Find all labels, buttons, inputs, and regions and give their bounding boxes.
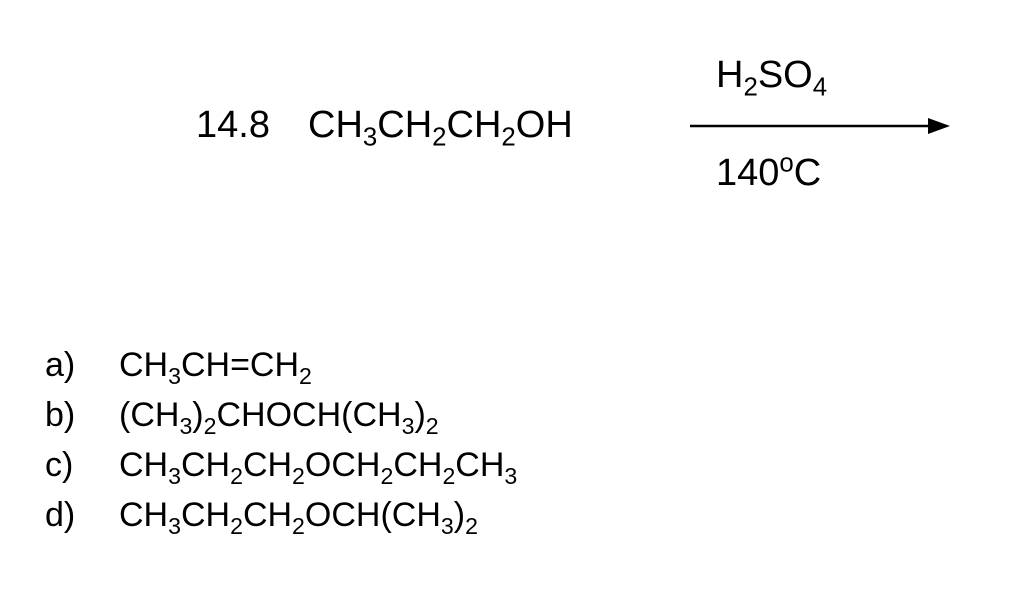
subscript: 2 <box>292 513 305 539</box>
formula-text: OCH <box>305 446 381 484</box>
superscript: o <box>779 149 793 177</box>
formula-text: SO <box>758 54 813 96</box>
formula-text: CH <box>119 346 168 384</box>
option-label: c) <box>45 440 119 490</box>
subscript: 2 <box>380 463 393 489</box>
subscript: 2 <box>230 463 243 489</box>
subscript: 2 <box>432 124 446 152</box>
subscript: 3 <box>168 513 181 539</box>
answer-options: a)CH3CH=CH2b)(CH3)2CHOCH(CH3)2c)CH3CH2CH… <box>45 340 517 540</box>
subscript: 3 <box>179 413 192 439</box>
subscript: 2 <box>204 413 217 439</box>
formula-text: CH <box>447 104 502 146</box>
subscript: 2 <box>292 463 305 489</box>
subscript: 2 <box>465 513 478 539</box>
subscript: 2 <box>426 413 439 439</box>
formula-text: CH <box>119 496 168 534</box>
formula-text: C <box>794 152 821 194</box>
subscript: 2 <box>442 463 455 489</box>
reagent-bottom: 140oC <box>716 152 821 195</box>
subscript: 3 <box>441 513 454 539</box>
formula-text: CH <box>377 104 432 146</box>
reaction-arrow-block: H2SO4 140oC <box>690 40 950 200</box>
formula-text: CHOCH(CH <box>216 396 401 434</box>
subscript: 3 <box>168 463 181 489</box>
formula-text: CH=CH <box>181 346 299 384</box>
subscript: 4 <box>813 74 827 102</box>
subscript: 2 <box>743 74 757 102</box>
option-label: a) <box>45 340 119 390</box>
subscript: 3 <box>402 413 415 439</box>
formula-text: 140 <box>716 152 779 194</box>
formula-text: OCH(CH <box>305 496 441 534</box>
subscript: 3 <box>504 463 517 489</box>
formula-text: CH <box>455 446 504 484</box>
formula-text: CH <box>119 446 168 484</box>
formula-text: CH <box>393 446 442 484</box>
option-row: c)CH3CH2CH2OCH2CH2CH3 <box>45 440 517 490</box>
formula-text: H <box>716 54 743 96</box>
formula-text: CH <box>181 496 230 534</box>
option-row: b)(CH3)2CHOCH(CH3)2 <box>45 390 517 440</box>
subscript: 3 <box>168 363 181 389</box>
formula-text: CH <box>243 496 292 534</box>
option-formula: CH3CH2CH2OCH(CH3)2 <box>119 490 478 540</box>
question-number: 14.8 <box>196 104 270 147</box>
reagent-top: H2SO4 <box>716 54 827 97</box>
page: 14.8 CH3CH2CH2OH H2SO4 140oC a)CH3CH=CH2… <box>0 0 1016 615</box>
formula-text: (CH <box>119 396 179 434</box>
subscript: 3 <box>363 124 377 152</box>
formula-text: ) <box>454 496 465 534</box>
formula-text: CH <box>243 446 292 484</box>
option-formula: CH3CH2CH2OCH2CH2CH3 <box>119 440 517 490</box>
option-row: d)CH3CH2CH2OCH(CH3)2 <box>45 490 517 540</box>
option-formula: (CH3)2CHOCH(CH3)2 <box>119 390 439 440</box>
formula-text: ) <box>414 396 425 434</box>
subscript: 2 <box>230 513 243 539</box>
formula-text: ) <box>192 396 203 434</box>
option-formula: CH3CH=CH2 <box>119 340 312 390</box>
option-label: d) <box>45 490 119 540</box>
reactant-formula: CH3CH2CH2OH <box>308 104 573 147</box>
option-label: b) <box>45 390 119 440</box>
subscript: 2 <box>501 124 515 152</box>
formula-text: OH <box>516 104 573 146</box>
option-row: a)CH3CH=CH2 <box>45 340 517 390</box>
question-row: 14.8 CH3CH2CH2OH H2SO4 140oC <box>0 40 1016 200</box>
formula-text: CH <box>181 446 230 484</box>
formula-text: CH <box>308 104 363 146</box>
subscript: 2 <box>299 363 312 389</box>
reaction-arrow <box>690 116 950 136</box>
arrow-head <box>928 118 950 134</box>
